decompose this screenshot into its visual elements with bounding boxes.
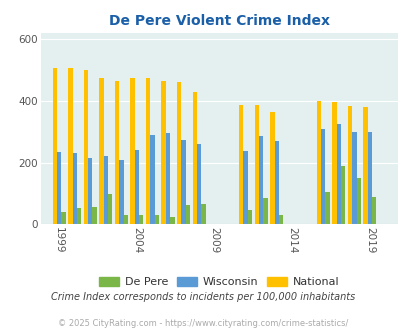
Bar <box>243 151 247 224</box>
Bar <box>274 141 278 224</box>
Bar <box>92 208 97 224</box>
Bar <box>192 92 196 224</box>
Bar <box>352 132 356 224</box>
Bar <box>72 153 77 224</box>
Title: De Pere Violent Crime Index: De Pere Violent Crime Index <box>109 14 329 28</box>
Bar <box>254 105 258 224</box>
Bar <box>170 217 174 224</box>
Bar <box>103 156 108 224</box>
Bar <box>263 198 267 224</box>
Bar <box>165 133 170 224</box>
Bar <box>115 81 119 224</box>
Bar <box>145 78 150 224</box>
Bar <box>99 78 103 224</box>
Bar <box>371 197 375 224</box>
Bar <box>77 208 81 224</box>
Bar <box>119 160 123 224</box>
Bar <box>61 212 66 224</box>
Bar <box>150 135 154 224</box>
Bar <box>83 70 88 224</box>
Bar <box>161 81 165 224</box>
Bar <box>53 68 57 224</box>
Bar <box>196 144 201 224</box>
Bar <box>325 192 329 224</box>
Bar <box>367 132 371 224</box>
Bar <box>340 166 345 224</box>
Bar <box>134 150 139 224</box>
Bar <box>139 215 143 224</box>
Bar <box>316 101 320 224</box>
Bar <box>362 107 367 224</box>
Bar <box>347 106 352 224</box>
Bar <box>247 210 252 224</box>
Bar <box>177 82 181 224</box>
Bar <box>320 129 325 224</box>
Bar <box>278 215 283 224</box>
Bar <box>258 136 263 224</box>
Bar <box>269 112 274 224</box>
Bar <box>239 105 243 224</box>
Bar <box>68 68 72 224</box>
Bar <box>130 78 134 224</box>
Bar <box>108 193 112 224</box>
Bar <box>123 215 128 224</box>
Bar <box>201 204 205 224</box>
Bar <box>356 178 360 224</box>
Bar <box>88 158 92 224</box>
Bar <box>336 124 340 224</box>
Bar <box>57 152 61 224</box>
Text: Crime Index corresponds to incidents per 100,000 inhabitants: Crime Index corresponds to incidents per… <box>51 292 354 302</box>
Bar <box>181 140 185 224</box>
Text: © 2025 CityRating.com - https://www.cityrating.com/crime-statistics/: © 2025 CityRating.com - https://www.city… <box>58 319 347 328</box>
Legend: De Pere, Wisconsin, National: De Pere, Wisconsin, National <box>94 272 343 291</box>
Bar <box>154 215 159 224</box>
Bar <box>332 102 336 224</box>
Bar <box>185 205 190 224</box>
